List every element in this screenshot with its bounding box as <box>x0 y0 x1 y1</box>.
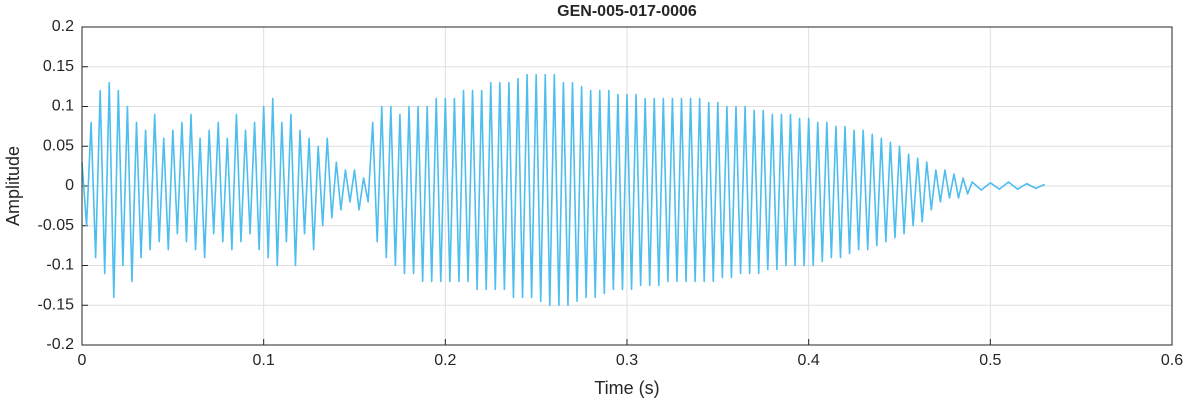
x-axis-label: Time (s) <box>594 378 659 398</box>
chart-title: GEN-005-017-0006 <box>557 3 697 20</box>
y-axis-label: Amplitude <box>3 146 23 226</box>
x-tick-label: 0 <box>78 352 87 369</box>
y-tick-label: 0.1 <box>52 98 74 115</box>
y-tick-label: -0.05 <box>38 217 75 234</box>
x-tick-label: 0.1 <box>253 352 275 369</box>
x-tick-label: 0.3 <box>616 352 638 369</box>
y-tick-label: 0.05 <box>43 137 74 154</box>
y-tick-label: 0.2 <box>52 18 74 35</box>
x-tick-label: 0.2 <box>434 352 456 369</box>
y-tick-label: -0.2 <box>46 336 74 353</box>
y-tick-label: -0.15 <box>38 296 75 313</box>
x-tick-label: 0.5 <box>979 352 1001 369</box>
waveform-line <box>81 73 1046 307</box>
y-tick-label: 0.15 <box>43 58 74 75</box>
plot-frame <box>81 26 1173 346</box>
y-tick-label: 0 <box>65 177 74 194</box>
x-tick-label: 0.4 <box>798 352 820 369</box>
y-tick-label: -0.1 <box>46 257 74 274</box>
x-tick-label: 0.6 <box>1161 352 1183 369</box>
